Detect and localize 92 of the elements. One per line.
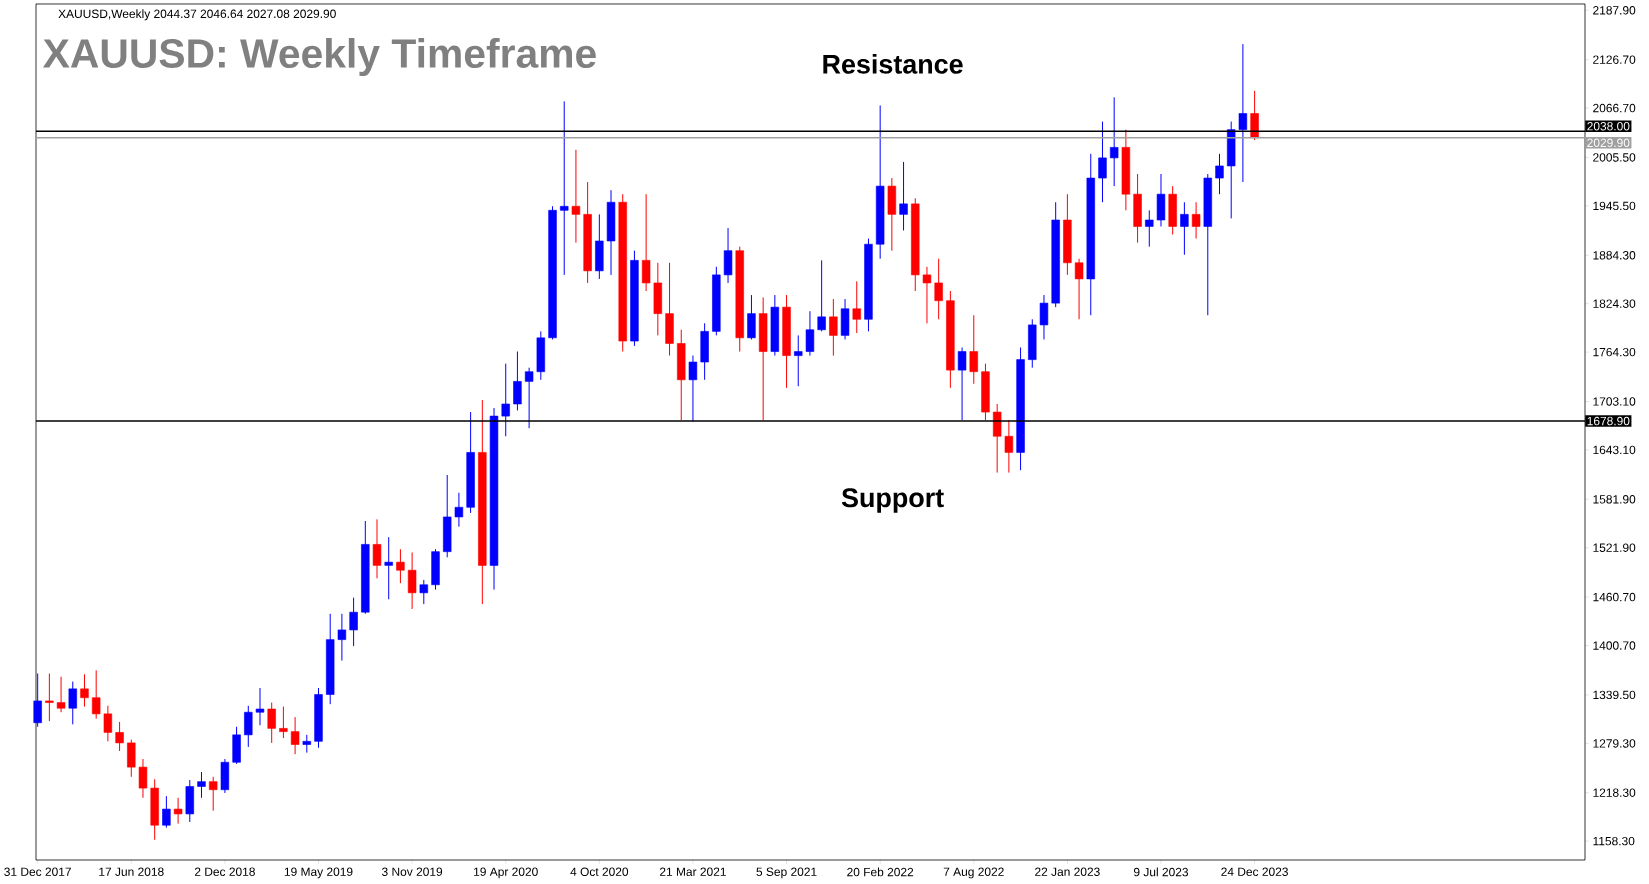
candlestick <box>80 673 89 708</box>
candlestick <box>934 258 943 320</box>
candlestick <box>922 266 932 324</box>
x-tick-label: 7 Aug 2022 <box>943 867 1004 879</box>
text: XAUUSD: Weekly Timeframe <box>42 38 596 77</box>
candlestick <box>1109 96 1119 187</box>
candlestick <box>688 355 698 423</box>
candlestick <box>513 351 522 411</box>
candlestick <box>384 536 393 600</box>
y-tick-label: 1158.30 <box>1593 836 1635 846</box>
candlestick <box>138 758 148 799</box>
candlestick <box>454 492 464 528</box>
candlestick <box>560 100 569 276</box>
candlestick <box>56 676 66 713</box>
candlestick <box>852 280 861 334</box>
candlestick <box>1074 258 1084 320</box>
x-tick-label: 2 Dec 2018 <box>194 867 255 876</box>
candlestick <box>1004 419 1014 474</box>
y-tick-label: 1764.30 <box>1593 347 1636 357</box>
y-tick-label: 1521.90 <box>1593 543 1636 552</box>
candlestick <box>162 795 171 829</box>
annotation: Support <box>841 488 944 513</box>
ref-line-label: 1678.90 <box>1587 416 1630 426</box>
candlestick <box>1039 294 1049 340</box>
annotation: Resistance <box>823 54 963 74</box>
y-tick-label: 2187.90 <box>1593 6 1636 15</box>
candlestick <box>524 367 534 429</box>
candlestick <box>817 259 826 332</box>
ref-line-label: 2038.00 <box>1587 122 1630 131</box>
candlestick <box>501 363 510 437</box>
candlestick <box>1191 201 1201 240</box>
candlestick <box>641 193 651 292</box>
y-tick-label: 2005.50 <box>1593 153 1636 162</box>
candlestick <box>279 706 288 739</box>
y-tick-label: 1824.30 <box>1593 299 1636 308</box>
candlestick <box>244 705 253 748</box>
candlestick <box>571 149 581 244</box>
candlestick <box>794 334 803 387</box>
candlestick <box>1238 43 1248 183</box>
y-tick-label: 1581.90 <box>1593 495 1636 504</box>
x-tick-label: 4 Oct 2020 <box>570 867 629 876</box>
candlestick <box>45 673 54 722</box>
candlestick <box>1145 209 1154 248</box>
y-tick-label: 1460.70 <box>1593 592 1636 602</box>
y-tick-label: 1703.10 <box>1593 397 1636 406</box>
candlestick <box>1180 201 1189 256</box>
y-tick-label: 1643.10 <box>1593 445 1636 455</box>
x-tick-label: 22 Jan 2023 <box>1035 867 1100 876</box>
candlestick <box>829 298 838 357</box>
x-tick-label: 17 Jun 2018 <box>99 867 164 876</box>
y-tick-label: 1400.70 <box>1593 641 1636 650</box>
ref-line-label: 2029.90 <box>1587 138 1630 148</box>
x-tick-label: 20 Feb 2022 <box>847 867 914 877</box>
x-tick-label: 21 Mar 2021 <box>659 867 726 876</box>
candlestick <box>899 161 908 231</box>
x-tick-label: 5 Sep 2021 <box>756 867 817 879</box>
candlestick <box>68 681 77 725</box>
candlestick <box>1098 121 1107 203</box>
y-tick-label: 1279.30 <box>1593 739 1636 748</box>
candlestick <box>267 702 276 744</box>
candlestick <box>173 797 183 825</box>
candlestick <box>372 518 382 579</box>
candlestick <box>396 548 405 584</box>
x-tick-label: 24 Dec 2023 <box>1221 867 1288 876</box>
x-tick-label: 31 Dec 2017 <box>4 867 71 876</box>
candlestick <box>103 705 113 742</box>
x-tick-label: 9 Jul 2023 <box>1133 867 1189 877</box>
y-tick-label: 2126.70 <box>1593 55 1636 64</box>
y-tick-label: 1339.50 <box>1593 690 1636 700</box>
candlestick <box>969 314 978 385</box>
candlestick <box>91 669 101 720</box>
y-tick-label: 1218.30 <box>1593 788 1636 797</box>
candlestick <box>1215 153 1224 195</box>
candlestick <box>208 776 218 812</box>
candlestick <box>349 597 358 647</box>
x-tick-label: 3 Nov 2019 <box>381 867 443 876</box>
x-tick-label: 19 May 2019 <box>284 867 353 879</box>
candlestick <box>957 347 967 421</box>
y-tick-label: 1884.30 <box>1593 251 1636 260</box>
annotation: XAUUSD,Weekly 2044.37 2046.64 2027.08 2029.90 <box>58 9 336 21</box>
candlestick <box>805 310 815 357</box>
candlestick <box>197 771 206 799</box>
candlestick <box>290 716 300 755</box>
candlestick <box>407 551 417 610</box>
candlestick <box>419 579 429 605</box>
x-tick-label: 19 Apr 2020 <box>474 867 538 879</box>
candlestick <box>255 687 265 726</box>
candlestick <box>337 613 347 662</box>
candlestick <box>33 673 42 728</box>
y-tick-label: 2066.70 <box>1593 103 1636 113</box>
candlestick <box>115 721 124 752</box>
y-tick-label: 1945.50 <box>1593 201 1636 211</box>
